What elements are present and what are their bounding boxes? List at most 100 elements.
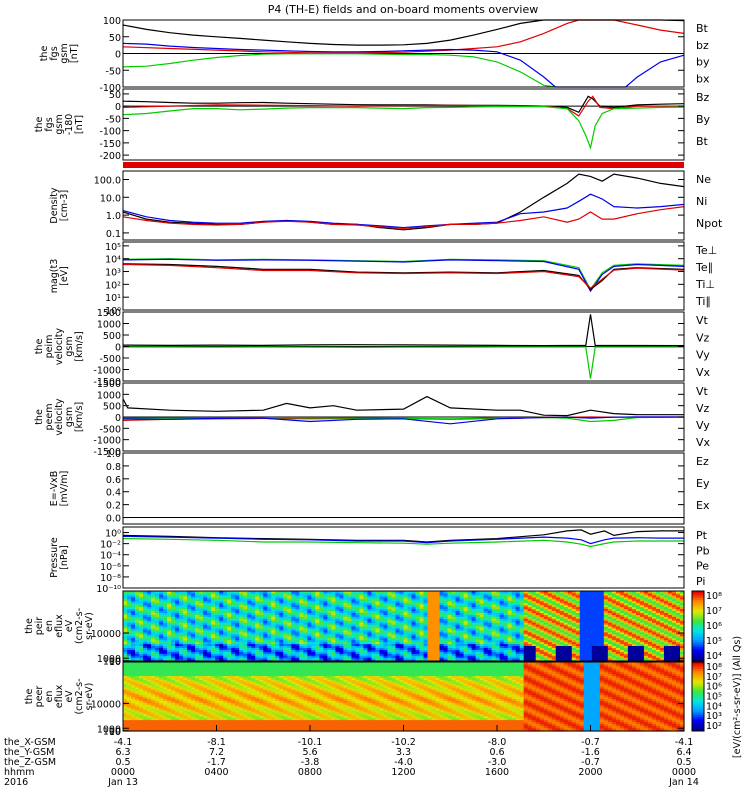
spectrogram-cell <box>275 600 280 604</box>
spectrogram-cell <box>131 637 136 641</box>
spectrogram-cell <box>619 596 625 600</box>
spectrogram-cell <box>327 653 332 656</box>
spectrogram-cell <box>623 604 629 608</box>
spectrogram-cell <box>463 627 469 631</box>
spectrogram-cell <box>523 629 529 633</box>
spectrogram-cell <box>259 629 264 633</box>
spectrogram-cell <box>247 641 252 645</box>
spectrogram-cell <box>607 633 613 637</box>
spectrogram-cell <box>575 596 581 600</box>
spectrogram-cell <box>467 624 473 627</box>
spectrogram-cell <box>327 612 332 615</box>
spectrogram-cell <box>331 622 336 625</box>
spectrogram-cell <box>499 635 505 639</box>
spectrogram-cell <box>631 598 637 602</box>
spectrogram-cell <box>179 641 184 645</box>
spectrogram-cell <box>407 592 413 596</box>
spectrogram-cell <box>167 651 172 654</box>
spectrogram-cell <box>379 655 385 658</box>
spectrogram-cell <box>275 629 280 633</box>
spectrogram-cell <box>315 645 320 648</box>
spectrogram-cell <box>343 627 348 631</box>
spectrogram-cell <box>435 659 441 662</box>
spectrogram-cell <box>383 635 389 639</box>
spectrogram-cell <box>603 606 609 610</box>
spectrogram-cell <box>403 641 409 645</box>
spectrogram-cell <box>463 657 469 660</box>
spectrogram-cell <box>551 608 557 612</box>
spectrogram-cell <box>599 651 605 654</box>
spectrogram-cell <box>323 631 328 635</box>
spectrogram-cell <box>615 620 621 623</box>
spectrogram-cell <box>287 635 292 639</box>
spectrogram-cell <box>515 591 521 594</box>
spectrogram-cell <box>131 592 136 596</box>
legend-label: Pi <box>696 575 705 588</box>
spectrogram-cell <box>595 626 601 629</box>
spectrogram-cell <box>583 629 589 633</box>
legend-label: Ne <box>696 173 711 186</box>
spectrogram-cell <box>407 637 413 641</box>
spectrogram-cell <box>551 596 557 600</box>
spectrogram-cell <box>491 608 497 612</box>
spectrogram-cell <box>175 647 180 650</box>
spectrogram-cell <box>599 635 605 639</box>
spectrogram-cell <box>123 629 128 633</box>
spectrogram-cell <box>283 591 288 594</box>
spectrogram-cell <box>631 631 637 635</box>
spectrogram-cell <box>299 614 304 617</box>
spectrogram-cell <box>467 643 473 647</box>
spectrogram-cell <box>207 598 212 602</box>
spectrogram-cell <box>219 622 224 625</box>
spectrogram-cell <box>643 620 649 623</box>
spectrogram-cell <box>175 653 180 656</box>
spectrogram-cell <box>163 594 168 598</box>
spectrogram-cell <box>395 598 401 602</box>
legend-label: Ey <box>696 477 710 490</box>
spectrogram-cell <box>155 616 160 619</box>
spectrogram-cell <box>183 614 188 617</box>
spectrogram-cell <box>227 610 232 613</box>
spectrogram-cell <box>591 641 597 645</box>
spectrogram-cell <box>399 614 405 617</box>
spectrogram-cell <box>319 653 324 656</box>
spectrogram-cell <box>471 637 477 641</box>
spectrogram-cell <box>135 655 140 658</box>
spectrogram-cell <box>451 608 457 612</box>
spectrogram-cell <box>211 635 216 639</box>
spectrogram-cell <box>327 622 332 625</box>
spectrogram-cell <box>387 641 393 645</box>
spectrogram-cell <box>535 596 541 600</box>
spectrogram-cell <box>271 608 276 612</box>
spectrogram-cell <box>143 610 148 613</box>
spectrogram-cell <box>475 657 481 660</box>
spectrogram-cell <box>347 618 353 621</box>
spectrogram-cell <box>419 629 425 633</box>
spectrogram-cell <box>211 604 216 608</box>
spectrogram-cell <box>183 629 188 633</box>
spectrogram-cell <box>411 594 417 598</box>
spectrogram-cell <box>619 602 625 606</box>
spectrogram-cell <box>451 604 457 608</box>
spectrogram-cell <box>323 645 328 648</box>
spectrogram-cell <box>331 620 336 623</box>
spectrogram-cell <box>331 624 336 627</box>
spectrogram-cell <box>163 645 168 648</box>
spectrogram-cell <box>615 616 621 619</box>
series-line-Vy <box>123 346 684 379</box>
spectrogram-cell <box>627 626 633 629</box>
spectrogram-cell <box>543 616 549 619</box>
spectrogram-cell <box>431 591 437 594</box>
spectrogram-cell <box>499 591 505 594</box>
spectrogram-cell <box>207 618 212 621</box>
spectrogram-cell <box>607 598 613 602</box>
spectrogram-cell <box>187 637 192 641</box>
spectrogram-cell <box>363 655 369 658</box>
y-axis-label: Density <box>49 187 60 223</box>
spectrogram-cell <box>555 633 561 637</box>
spectrogram-cell <box>335 596 340 600</box>
spectrogram-cell <box>471 616 477 619</box>
spectrogram-cell <box>631 629 637 633</box>
spectrogram-cell <box>207 596 212 600</box>
spectrogram-cell <box>359 594 365 598</box>
